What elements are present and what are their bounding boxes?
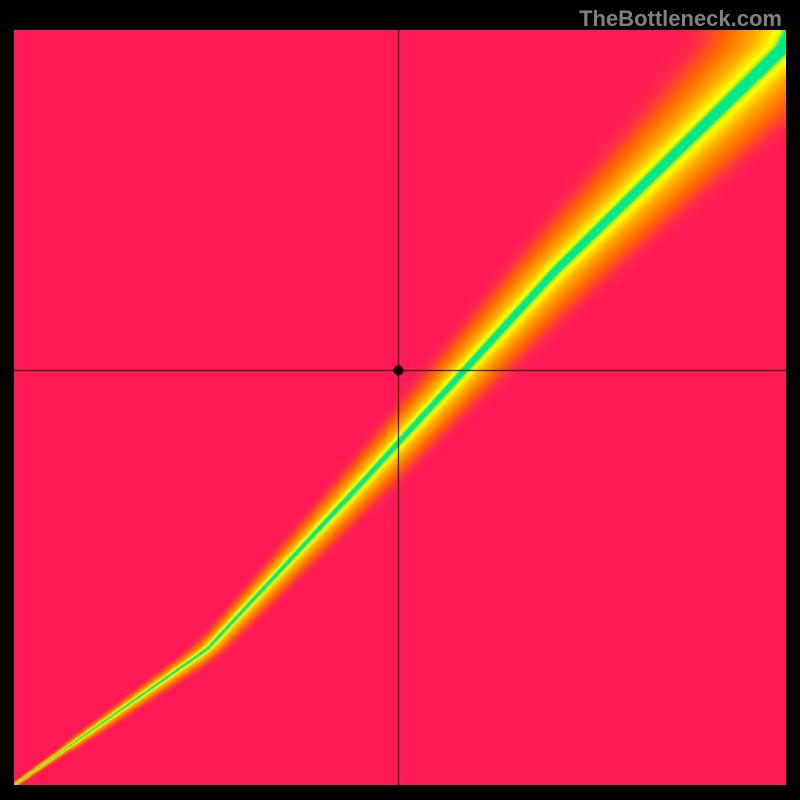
heatmap-canvas	[14, 30, 786, 785]
heatmap-chart	[14, 30, 786, 785]
watermark-text: TheBottleneck.com	[579, 6, 782, 32]
